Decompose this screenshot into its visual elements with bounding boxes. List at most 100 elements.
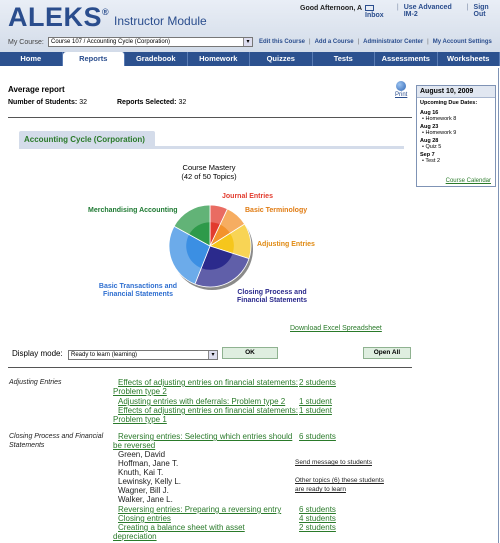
tab-reports[interactable]: Reports — [62, 52, 125, 66]
tab-assessments[interactable]: Assessments — [375, 52, 438, 66]
other-topics-link[interactable]: Other topics (6) these students are read… — [295, 477, 384, 493]
logo-mark: ® — [102, 7, 110, 17]
student-name: Hoffman, Jane T. — [118, 459, 179, 468]
due-item[interactable]: • Homework 9 — [422, 130, 457, 136]
course-calendar-link[interactable]: Course Calendar — [445, 178, 491, 184]
edit-course-link[interactable]: Edit this Course — [259, 39, 306, 45]
student-count-link[interactable]: 4 students — [299, 514, 336, 523]
tab-homework[interactable]: Homework — [188, 52, 250, 66]
chevron-down-icon: ▾ — [243, 38, 252, 46]
student-name: Lewinsky, Kelly L. — [118, 477, 181, 486]
chart-subtitle: (42 of 50 Topics) — [181, 172, 237, 181]
open-all-button[interactable]: Open All — [363, 347, 411, 359]
mail-icon — [365, 5, 374, 11]
due-item-label: Quiz 5 — [425, 144, 442, 150]
category-adjusting-entries: Adjusting Entries — [9, 379, 62, 386]
calendar-panel: August 10, 2009 Upcoming Due Dates: Aug … — [416, 85, 496, 187]
slice-label-basic-transactions-line2: Financial Statements — [103, 291, 173, 298]
separator: | — [309, 39, 311, 45]
aleks-logo[interactable]: ALEKS® — [8, 2, 109, 33]
topic-link[interactable]: Reversing entries: Preparing a reversing… — [118, 505, 282, 514]
due-item-label: Test 2 — [425, 158, 441, 164]
topic-link[interactable]: Reversing entries: Selecting which entri… — [118, 432, 293, 441]
slice-label-closing-line2: Financial Statements — [237, 297, 307, 304]
topic-link[interactable]: Problem type 2 — [113, 387, 167, 396]
send-message-link[interactable]: Send message to students — [295, 459, 372, 466]
pie-slice-outer-band — [174, 205, 210, 235]
due-date: Sep 7 — [420, 152, 435, 158]
topic-link[interactable]: Adjusting entries with deferrals: Proble… — [118, 397, 286, 406]
topic-link[interactable]: depreciation — [113, 532, 157, 541]
separator: | — [427, 39, 429, 45]
header: ALEKS® Instructor Module Good Afternoon,… — [0, 0, 500, 52]
course-select[interactable]: Course 107 / Accounting Cycle (Corporati… — [48, 37, 253, 47]
account-settings-link[interactable]: My Account Settings — [432, 39, 492, 45]
print-icon[interactable] — [396, 81, 406, 91]
admin-center-link[interactable]: Administrator Center — [363, 39, 424, 45]
due-item[interactable]: • Test 2 — [422, 158, 441, 164]
slice-label-adjusting-entries: Adjusting Entries — [257, 241, 315, 248]
separator: | — [357, 39, 360, 45]
greeting: Good Afternoon, A — [300, 5, 363, 12]
due-item[interactable]: • Homework 8 — [422, 116, 457, 122]
num-students-label: Number of Students: — [8, 99, 78, 106]
print-link[interactable]: Print — [395, 92, 408, 98]
topic-link[interactable]: Creating a balance sheet with asset — [118, 523, 245, 532]
module-title: Instructor Module — [114, 14, 207, 28]
main-nav: Home Reports Gradebook Homework Quizzes … — [0, 52, 500, 66]
pie-slice-outer-band — [194, 253, 249, 287]
course-tab-bar — [19, 146, 404, 149]
student-count-link[interactable]: 2 students — [299, 523, 336, 532]
inbox-label: Inbox — [365, 12, 384, 19]
reports-selected-label: Reports Selected: — [117, 99, 177, 106]
student-count-link[interactable]: 6 students — [299, 505, 336, 514]
topic-link[interactable]: Effects of adjusting entries on financia… — [118, 406, 298, 415]
due-date: Aug 28 — [420, 138, 439, 144]
pie-slice-outer-band — [210, 205, 228, 225]
top-links: Inbox | Use Advanced IM-2 | Sign Out — [365, 4, 500, 19]
course-tab-label: Accounting Cycle (Corporation) — [24, 135, 145, 144]
calendar-subtitle: Upcoming Due Dates: — [420, 100, 478, 106]
tab-tests[interactable]: Tests — [313, 52, 375, 66]
tab-gradebook[interactable]: Gradebook — [125, 52, 188, 66]
nav-underline — [0, 66, 500, 68]
slice-label-closing-line1: Closing Process and — [237, 289, 306, 296]
reports-selected: Reports Selected: 32 — [117, 99, 186, 106]
tab-worksheets[interactable]: Worksheets — [438, 52, 500, 66]
student-count-link[interactable]: 1 student — [299, 406, 332, 415]
inbox-link[interactable]: Inbox — [365, 4, 392, 19]
course-links: Edit this Course | Add a Course | Admini… — [259, 39, 492, 45]
num-students: Number of Students: 32 — [8, 99, 87, 106]
download-excel-link[interactable]: Download Excel Spreadsheet — [290, 325, 382, 332]
chart-title: Course Mastery — [183, 163, 236, 172]
my-course-label: My Course: — [8, 39, 44, 46]
student-count-link[interactable]: 6 students — [299, 432, 336, 441]
due-item[interactable]: • Quiz 5 — [422, 144, 442, 150]
student-count-link[interactable]: 2 students — [299, 378, 336, 387]
tab-home[interactable]: Home — [0, 52, 63, 66]
student-name: Walker, Jane L. — [118, 495, 173, 504]
category-closing-process: Closing Process and Financial Statements — [9, 433, 104, 449]
advanced-im-link[interactable]: Use Advanced IM-2 — [403, 4, 452, 18]
add-course-link[interactable]: Add a Course — [314, 39, 354, 45]
logo-text: ALEKS — [8, 2, 103, 32]
slice-label-journal-entries: Journal Entries — [222, 193, 273, 200]
chevron-down-icon: ▾ — [208, 351, 217, 359]
topic-link[interactable]: Effects of adjusting entries on financia… — [118, 378, 298, 387]
topic-link[interactable]: be reversed — [113, 441, 156, 450]
course-tab[interactable]: Accounting Cycle (Corporation) — [19, 131, 155, 149]
separator: | — [466, 4, 469, 11]
display-mode-value: Ready to learn (learning) — [71, 352, 138, 358]
student-name: Knuth, Kai T. — [118, 468, 164, 477]
tab-quizzes[interactable]: Quizzes — [250, 52, 313, 66]
sign-out-link[interactable]: Sign Out — [473, 4, 489, 18]
ok-button[interactable]: OK — [222, 347, 278, 359]
mastery-pie-chart: Course Mastery (42 of 50 Topics) Journal… — [88, 163, 315, 304]
topic-link[interactable]: Problem type 1 — [113, 415, 167, 424]
display-mode-select[interactable]: Ready to learn (learning) ▾ — [68, 350, 218, 360]
student-name: Green, David — [118, 450, 166, 459]
student-count-link[interactable]: 1 student — [299, 397, 332, 406]
pie-slice-outer-band — [230, 224, 252, 259]
topic-link[interactable]: Closing entries — [118, 514, 171, 523]
display-mode-label: Display mode: — [12, 349, 63, 358]
